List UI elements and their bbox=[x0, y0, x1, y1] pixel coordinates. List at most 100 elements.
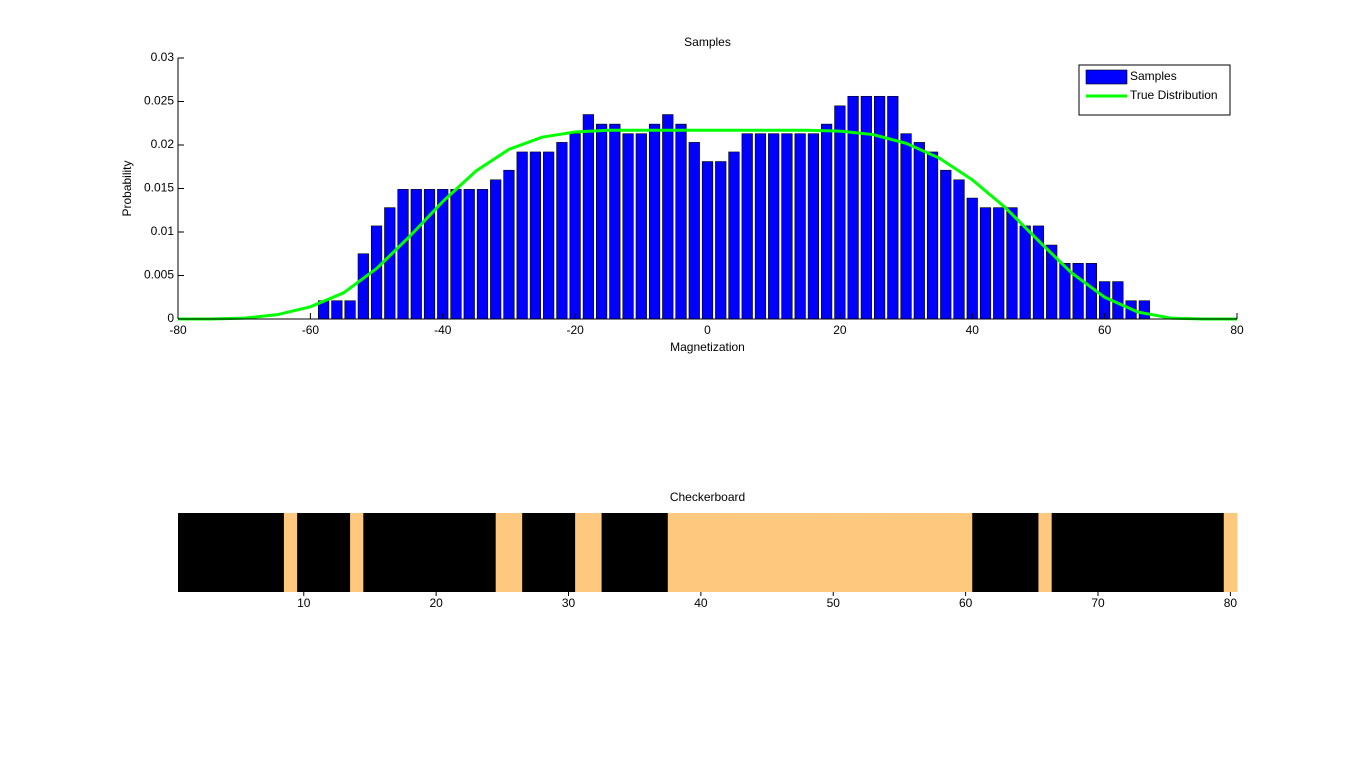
bar bbox=[728, 151, 740, 320]
cell bbox=[1170, 513, 1185, 592]
cell bbox=[839, 513, 854, 592]
y-axis-label: Probability bbox=[120, 160, 134, 216]
y-tick-label: 0.025 bbox=[144, 94, 174, 108]
cell bbox=[972, 513, 986, 592]
cell bbox=[879, 513, 894, 592]
cell bbox=[482, 513, 497, 592]
x-tick-label: 20 bbox=[833, 323, 847, 337]
bar bbox=[543, 151, 555, 320]
bar bbox=[900, 133, 912, 320]
bar bbox=[344, 300, 356, 320]
cell bbox=[1131, 513, 1145, 592]
bar bbox=[701, 161, 714, 320]
cell bbox=[959, 513, 973, 592]
bar bbox=[754, 133, 767, 320]
cell bbox=[297, 513, 311, 592]
cell bbox=[336, 513, 351, 592]
bar bbox=[463, 189, 475, 320]
cell bbox=[508, 513, 523, 592]
cell bbox=[694, 513, 708, 592]
x-tick-label: 40 bbox=[966, 323, 980, 337]
bar bbox=[450, 189, 462, 320]
bar bbox=[913, 142, 925, 320]
cell bbox=[403, 513, 417, 592]
bar bbox=[582, 114, 594, 320]
bar bbox=[781, 133, 793, 320]
cell bbox=[389, 513, 404, 592]
cell bbox=[932, 513, 947, 592]
cell bbox=[998, 513, 1013, 592]
x-tick-label: 70 bbox=[1091, 596, 1105, 610]
cell bbox=[760, 513, 775, 592]
x-tick-label: 50 bbox=[827, 596, 841, 610]
x-tick-label: 80 bbox=[1230, 323, 1244, 337]
bar bbox=[648, 123, 661, 320]
cell bbox=[495, 513, 510, 592]
bar bbox=[688, 142, 700, 320]
cell bbox=[230, 513, 245, 592]
cell bbox=[919, 513, 933, 592]
cell bbox=[469, 513, 483, 592]
bar bbox=[357, 253, 369, 320]
cell bbox=[733, 513, 748, 592]
cell bbox=[1091, 513, 1106, 592]
line bbox=[178, 128, 1237, 321]
legend-label: True Distribution bbox=[1130, 88, 1218, 102]
cell bbox=[628, 513, 642, 592]
cell bbox=[204, 513, 219, 592]
cell bbox=[1223, 513, 1238, 592]
cell bbox=[654, 513, 669, 592]
bar bbox=[397, 189, 409, 320]
cell bbox=[707, 513, 722, 592]
bar bbox=[834, 105, 846, 320]
bar bbox=[503, 169, 515, 320]
cell bbox=[681, 513, 695, 592]
bar bbox=[768, 133, 780, 320]
bar bbox=[675, 123, 687, 320]
cell bbox=[667, 513, 682, 592]
bar bbox=[966, 197, 978, 320]
cell bbox=[892, 513, 907, 592]
x-axis-label: Magnetization bbox=[670, 340, 745, 354]
bar bbox=[940, 169, 952, 320]
cell bbox=[1184, 513, 1198, 592]
bar bbox=[516, 151, 528, 320]
bar bbox=[490, 179, 502, 320]
bar bbox=[331, 300, 343, 320]
cell bbox=[416, 513, 430, 592]
bar bbox=[596, 123, 608, 320]
x-tick-label: 80 bbox=[1224, 596, 1238, 610]
cell bbox=[429, 513, 444, 592]
x-tick-label: -60 bbox=[302, 323, 320, 337]
y-tick-label: 0.01 bbox=[151, 224, 175, 238]
bar bbox=[423, 189, 436, 320]
bar bbox=[529, 151, 542, 320]
cell bbox=[1078, 513, 1092, 592]
x-tick-label: -20 bbox=[566, 323, 584, 337]
chart-title: Checkerboard bbox=[670, 490, 745, 504]
bar bbox=[437, 189, 449, 320]
cell bbox=[747, 513, 761, 592]
cell bbox=[1157, 513, 1172, 592]
bar bbox=[741, 133, 753, 320]
bar bbox=[993, 207, 1005, 320]
x-tick-label: -40 bbox=[434, 323, 452, 337]
cell bbox=[1051, 513, 1066, 592]
bar bbox=[926, 151, 939, 320]
bar bbox=[1019, 225, 1031, 320]
bar bbox=[569, 133, 581, 320]
cell bbox=[1210, 513, 1225, 592]
chart-title: Samples bbox=[684, 35, 731, 49]
cell bbox=[826, 513, 841, 592]
cell bbox=[323, 513, 338, 592]
cell bbox=[1025, 513, 1039, 592]
bar bbox=[794, 133, 806, 320]
cell bbox=[363, 513, 377, 592]
cell bbox=[641, 513, 655, 592]
cell bbox=[614, 513, 629, 592]
legend-box bbox=[1078, 64, 1231, 116]
cell bbox=[906, 513, 920, 592]
x-tick-label: 40 bbox=[694, 596, 708, 610]
